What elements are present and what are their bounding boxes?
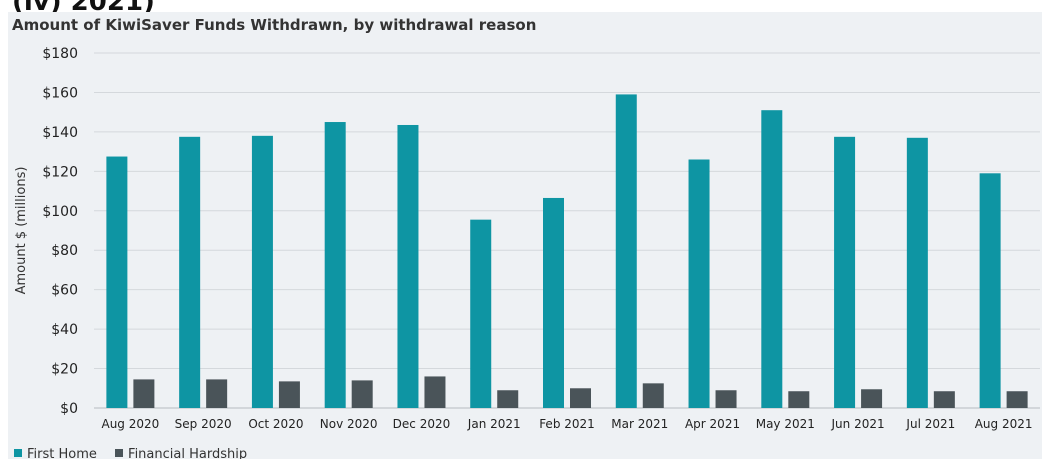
bar-financial-hardship bbox=[351, 380, 373, 408]
bar-first-home bbox=[761, 110, 783, 408]
x-tick-label: Oct 2020 bbox=[248, 417, 303, 431]
bar-financial-hardship bbox=[933, 391, 955, 408]
y-tick-label: $180 bbox=[42, 46, 78, 62]
x-tick-label: Nov 2020 bbox=[320, 417, 378, 431]
x-tick-label: Jun 2021 bbox=[831, 417, 885, 431]
legend-label-first-home: First Home bbox=[27, 447, 97, 459]
bar-first-home bbox=[470, 219, 492, 408]
bar-financial-hardship bbox=[1006, 391, 1028, 408]
bar-first-home bbox=[251, 135, 273, 409]
page-heading-cut: (iv) 2021) bbox=[12, 0, 155, 17]
bar-financial-hardship bbox=[715, 390, 737, 408]
bar-first-home bbox=[397, 124, 419, 408]
x-tick-label: Aug 2020 bbox=[101, 417, 159, 431]
bar-financial-hardship bbox=[133, 379, 155, 408]
x-tick-label: Feb 2021 bbox=[539, 417, 595, 431]
bar-first-home bbox=[906, 137, 928, 409]
y-tick-label: $160 bbox=[42, 85, 78, 101]
y-tick-label: $20 bbox=[51, 362, 78, 378]
x-tick-label: Jul 2021 bbox=[905, 417, 955, 431]
x-tick-label: Aug 2021 bbox=[975, 417, 1033, 431]
bar-first-home bbox=[324, 122, 346, 409]
bar-financial-hardship bbox=[861, 389, 883, 408]
bar-financial-hardship bbox=[206, 379, 228, 408]
y-tick-label: $80 bbox=[51, 243, 78, 259]
y-tick-label: $40 bbox=[51, 322, 78, 338]
y-tick-label: $140 bbox=[42, 125, 78, 141]
bar-first-home bbox=[688, 159, 710, 408]
y-tick-label: $0 bbox=[60, 401, 78, 417]
bar-financial-hardship bbox=[788, 391, 810, 408]
y-tick-label: $120 bbox=[42, 164, 78, 180]
x-tick-label: Sep 2020 bbox=[175, 417, 232, 431]
bar-first-home bbox=[615, 94, 637, 409]
bar-first-home bbox=[979, 173, 1001, 408]
x-tick-label: Jan 2021 bbox=[467, 417, 521, 431]
chart-title: Amount of KiwiSaver Funds Withdrawn, by … bbox=[12, 16, 537, 34]
legend-item-first-home: First Home bbox=[14, 447, 97, 459]
x-tick-label: Apr 2021 bbox=[685, 417, 740, 431]
bar-financial-hardship bbox=[642, 383, 664, 408]
bar-first-home bbox=[543, 197, 564, 408]
bar-financial-hardship bbox=[424, 376, 446, 408]
bar-first-home bbox=[179, 136, 201, 408]
y-tick-label: $100 bbox=[42, 204, 78, 220]
legend-swatch-first-home bbox=[14, 449, 22, 457]
y-tick-label: $60 bbox=[51, 283, 78, 299]
bar-financial-hardship bbox=[497, 390, 519, 408]
legend-item-financial-hardship: Financial Hardship bbox=[115, 447, 247, 459]
legend: First Home Financial Hardship bbox=[14, 447, 261, 459]
x-tick-label: Dec 2020 bbox=[393, 417, 451, 431]
bar-financial-hardship bbox=[278, 381, 300, 408]
legend-swatch-financial-hardship bbox=[115, 449, 124, 457]
x-tick-label: Mar 2021 bbox=[611, 417, 668, 431]
x-tick-label: May 2021 bbox=[756, 417, 815, 431]
bar-first-home bbox=[834, 136, 856, 408]
bar-first-home bbox=[106, 156, 128, 408]
legend-label-financial-hardship: Financial Hardship bbox=[128, 447, 248, 459]
y-axis-label: Amount $ (millions) bbox=[14, 167, 29, 295]
bar-financial-hardship bbox=[570, 388, 591, 408]
